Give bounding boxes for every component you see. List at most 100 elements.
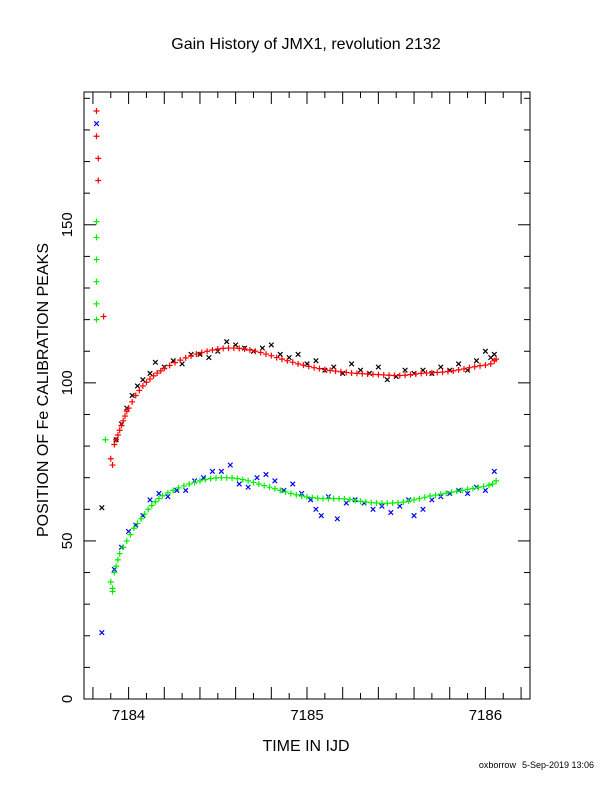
data-point: [380, 371, 387, 378]
data-point: [437, 491, 444, 498]
data-point: [123, 408, 130, 415]
data-point: [250, 479, 257, 486]
data-point: [154, 370, 161, 377]
data-point: [123, 537, 130, 544]
data-point: [145, 506, 152, 513]
data-point: [225, 345, 232, 352]
data-point: [141, 511, 148, 518]
data-point: [93, 316, 100, 323]
data-point: [113, 436, 120, 443]
data-point: [109, 462, 116, 469]
footer-user: oxborrow: [478, 760, 516, 770]
data-point: [134, 520, 141, 527]
data-point: [191, 479, 198, 486]
data-point: [471, 363, 478, 370]
data-point: [394, 499, 401, 506]
data-point: [93, 278, 100, 285]
data-point: [272, 478, 278, 484]
data-point: [99, 629, 105, 636]
data-point: [453, 488, 460, 495]
data-point: [152, 498, 159, 505]
data-point: [455, 366, 462, 373]
data-point: [120, 417, 127, 424]
data-point: [295, 351, 301, 358]
data-point: [170, 487, 177, 494]
data-point: [320, 495, 327, 502]
data-point: [255, 481, 262, 488]
data-point: [475, 484, 482, 491]
data-point: [444, 368, 451, 375]
data-point: [155, 495, 162, 502]
data-point: [132, 392, 139, 399]
data-point: [261, 482, 268, 489]
data-point: [223, 474, 230, 481]
data-point: [434, 369, 441, 376]
data-point: [152, 359, 159, 366]
data-point: [196, 477, 203, 484]
chart-title: Gain History of JMX1, revolution 2132: [171, 36, 441, 53]
data-point: [309, 494, 316, 501]
data-point: [330, 495, 337, 502]
data-point: [428, 369, 435, 376]
data-point: [252, 348, 259, 355]
data-point: [198, 349, 205, 356]
data-point: [420, 506, 426, 513]
data-point: [175, 484, 182, 491]
y-tick-label: 50: [59, 533, 76, 550]
y-tick-label: 150: [59, 212, 76, 237]
data-point: [375, 364, 382, 370]
data-point: [277, 487, 284, 494]
data-point: [370, 506, 376, 513]
data-point: [140, 376, 146, 383]
data-point: [304, 493, 310, 500]
plot-frame: [83, 91, 531, 700]
data-point: [122, 413, 129, 420]
data-point: [277, 351, 283, 358]
data-point: [129, 392, 135, 399]
data-point: [332, 368, 339, 375]
footer-stamp: oxborrow 5-Sep-2019 13:06: [473, 760, 594, 770]
data-point: [439, 369, 446, 376]
data-point: [290, 481, 296, 487]
data-point: [245, 477, 252, 484]
data-point: [180, 482, 187, 489]
data-point: [388, 509, 394, 516]
data-point: [313, 357, 319, 364]
data-point: [368, 499, 375, 506]
data-point: [143, 379, 150, 386]
data-point: [359, 370, 366, 377]
data-point: [284, 357, 291, 364]
data-point: [464, 490, 471, 497]
data-point: [268, 352, 275, 359]
data-point: [341, 495, 348, 502]
data-point: [102, 436, 109, 443]
data-point: [129, 398, 136, 405]
data-point: [93, 218, 100, 225]
data-point: [427, 493, 434, 500]
data-point: [493, 477, 500, 484]
data-point: [443, 490, 450, 497]
x-tick-label: 7186: [469, 707, 502, 724]
data-point: [298, 493, 305, 500]
data-point: [491, 468, 498, 475]
data-point: [464, 486, 471, 493]
data-point: [239, 476, 246, 483]
data-point: [405, 498, 412, 505]
data-point: [482, 348, 489, 354]
data-point: [279, 356, 286, 363]
data-point: [130, 525, 137, 532]
footer-timestamp: 5-Sep-2019 13:06: [521, 760, 594, 770]
data-point: [313, 506, 319, 513]
data-point: [111, 441, 118, 448]
data-point: [193, 351, 200, 358]
data-point: [214, 346, 221, 353]
data-point: [177, 357, 184, 364]
data-point: [348, 370, 355, 377]
data-point: [171, 359, 178, 366]
data-point: [95, 177, 102, 184]
data-point: [182, 354, 189, 361]
data-point: [450, 367, 457, 374]
data-point: [111, 569, 118, 576]
data-point: [206, 354, 212, 361]
data-point: [150, 372, 157, 379]
